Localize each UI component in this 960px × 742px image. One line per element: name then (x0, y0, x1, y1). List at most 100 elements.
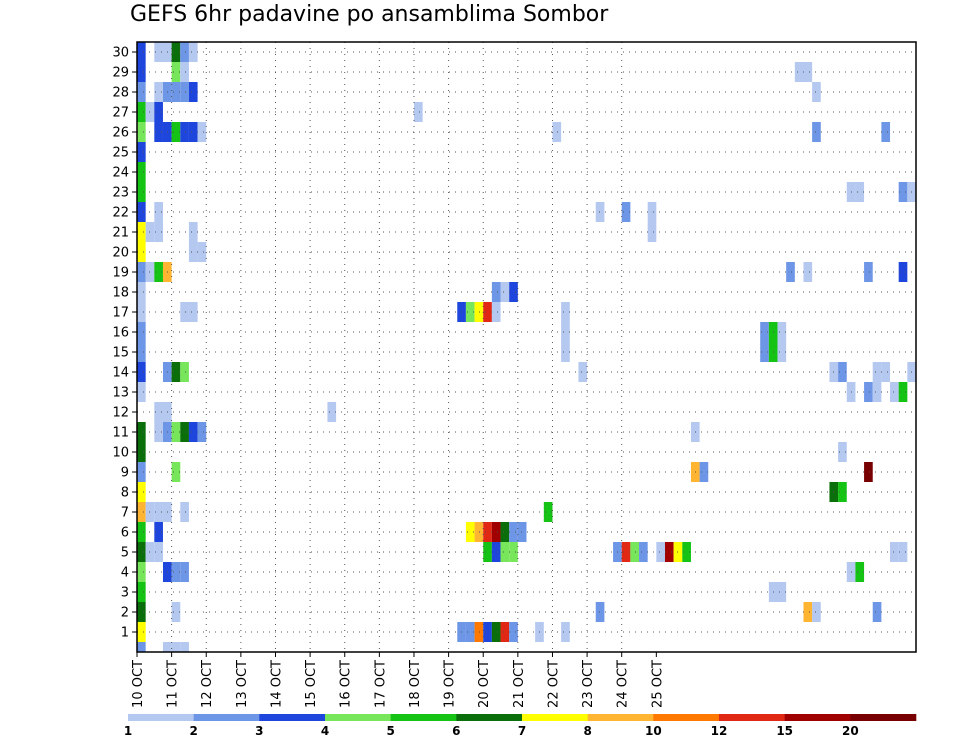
heatmap-cell (137, 102, 146, 122)
heatmap-cell (197, 122, 207, 142)
heatmap-cell (154, 122, 163, 142)
heatmap-cell (154, 402, 163, 422)
heatmap-cell (855, 562, 865, 582)
y-tick-label: 30 (112, 46, 129, 61)
heatmap-cell (137, 622, 146, 642)
x-tick-label: 25 OCT (650, 660, 665, 708)
heatmap-cell (864, 262, 873, 282)
colorbar-label: 5 (386, 724, 394, 738)
heatmap-cell (180, 302, 189, 322)
y-tick-label: 12 (112, 406, 129, 421)
heatmap-cell (137, 382, 146, 402)
heatmap-cell (500, 522, 510, 542)
heatmap-cell (561, 322, 570, 342)
heatmap-cell (180, 62, 189, 82)
colorbar-swatch (193, 714, 260, 721)
heatmap-cell (760, 342, 769, 362)
heatmap-cell (137, 282, 146, 302)
y-tick-label: 25 (112, 146, 129, 161)
heatmap-cell (137, 602, 146, 622)
y-tick-label: 17 (112, 306, 129, 321)
heatmap-cell (180, 82, 189, 102)
heatmap-cell (647, 202, 657, 222)
heatmap-cell (898, 182, 908, 202)
y-tick-label: 20 (112, 246, 129, 261)
heatmap-cell (154, 502, 163, 522)
heatmap-cell (188, 302, 198, 322)
heatmap-cell (872, 362, 882, 382)
heatmap-cell (777, 342, 787, 362)
y-tick-label: 29 (112, 66, 129, 81)
x-tick-label: 23 OCT (581, 660, 596, 708)
heatmap-cell (777, 322, 787, 342)
x-tick-label: 22 OCT (546, 660, 561, 708)
heatmap-cell (838, 482, 847, 502)
heatmap-cell (509, 522, 518, 542)
heatmap-cell (509, 282, 518, 302)
heatmap-cell (561, 302, 570, 322)
colorbar-label: 10 (645, 724, 662, 738)
heatmap-cell (188, 422, 198, 442)
heatmap-cell (630, 542, 640, 562)
heatmap-cell (137, 222, 146, 242)
heatmap-cell (621, 202, 631, 222)
heatmap-cell (838, 442, 847, 462)
heatmap-cell (465, 622, 475, 642)
y-ticks: 1234567891011121314151617181920212223242… (112, 46, 137, 641)
heatmap-cell (154, 202, 163, 222)
y-tick-label: 22 (112, 206, 129, 221)
y-tick-label: 2 (121, 606, 129, 621)
x-tick-label: 15 OCT (304, 660, 319, 708)
heatmap-cell (812, 602, 821, 622)
colorbar: 1 2 3 4 5 6 7 8 10 12 15 20 (124, 714, 917, 738)
heatmap-cell (171, 362, 181, 382)
heatmap-cell (154, 522, 163, 542)
heatmap-cell (509, 622, 518, 642)
colorbar-label: 6 (452, 724, 460, 738)
heatmap-cell (137, 162, 146, 182)
heatmap-cell (483, 622, 492, 642)
y-tick-label: 19 (112, 266, 129, 281)
colorbar-swatch (259, 714, 326, 721)
heatmap-cell (872, 602, 882, 622)
heatmap-cell (188, 82, 198, 102)
colorbar-label: 2 (189, 724, 197, 738)
colorbar-swatch (456, 714, 523, 721)
heatmap-cell (855, 182, 865, 202)
heatmap-cell (491, 542, 501, 562)
y-tick-label: 10 (112, 446, 129, 461)
heatmap-cell (188, 42, 198, 62)
colorbar-label: 1 (124, 724, 132, 738)
heatmap-cell (137, 462, 146, 482)
heatmap-cell (188, 222, 198, 242)
heatmap-cell (137, 422, 146, 442)
heatmap-cell (171, 642, 181, 652)
heatmap-cell (491, 282, 501, 302)
y-tick-label: 14 (112, 366, 129, 381)
heatmap-cell (197, 422, 207, 442)
heatmap-cell (864, 382, 873, 402)
heatmap-cell (500, 622, 510, 642)
heatmap-cell (137, 562, 146, 582)
heatmap-cell (639, 542, 648, 562)
y-tick-label: 3 (121, 586, 129, 601)
x-tick-label: 21 OCT (512, 660, 527, 708)
heatmap-cell (491, 522, 501, 542)
x-tick-label: 24 OCT (616, 660, 631, 708)
heatmap-cell (162, 642, 172, 652)
heatmap-cell (898, 262, 908, 282)
heatmap-cell (154, 542, 163, 562)
chart-title: GEFS 6hr padavine po ansamblima Sombor (130, 2, 609, 27)
heatmap-cell (154, 82, 163, 102)
heatmap-cell (188, 242, 198, 262)
colorbar-swatch (850, 714, 917, 721)
heatmap-cell (154, 222, 163, 242)
heatmap-cell (137, 482, 146, 502)
heatmap-cell (474, 522, 484, 542)
heatmap-cell (137, 262, 146, 282)
heatmap-cell (137, 522, 146, 542)
heatmap-cell (154, 422, 163, 442)
heatmap-cell (812, 82, 821, 102)
x-tick-label: 13 OCT (235, 660, 250, 708)
